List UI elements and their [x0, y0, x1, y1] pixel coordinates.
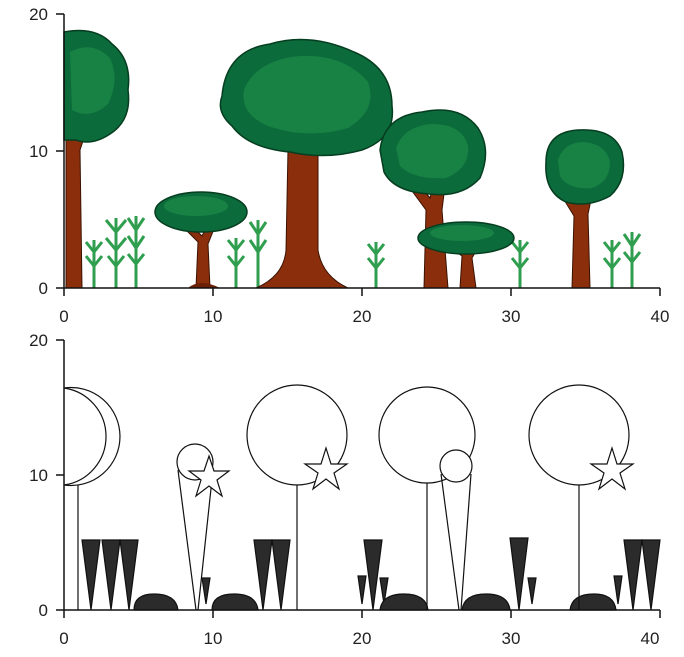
bottom-x-tick-30: 30	[502, 629, 521, 648]
tree-small-2	[417, 221, 515, 289]
tree-large-center	[219, 38, 394, 289]
top-x-tick-20: 20	[353, 307, 372, 326]
grass-tufts-top	[84, 216, 642, 288]
top-x-tick-0: 0	[59, 307, 68, 326]
schematic-shrub-4	[461, 593, 511, 611]
tree-left-edge	[63, 29, 130, 289]
bottom-x-tick-40: 40	[641, 629, 660, 648]
schematic-tree-left	[63, 386, 121, 610]
schematic-grass-group-3	[357, 539, 389, 611]
bottom-y-tick-0: 0	[39, 601, 48, 620]
schematic-grass-group-4	[509, 537, 537, 611]
schematic-shrub-1	[133, 593, 179, 611]
schematic-tree-large-right-1	[378, 386, 476, 610]
bottom-axes	[56, 339, 661, 618]
schematic-tree-small-1	[176, 443, 231, 611]
bottom-y-tick-20: 20	[29, 331, 48, 350]
top-axes	[56, 13, 661, 296]
schematic-grass-group-2	[253, 539, 291, 611]
bottom-x-tick-0: 0	[59, 629, 68, 648]
schematic-shrub-5	[569, 593, 617, 611]
star-icon	[303, 445, 349, 491]
top-x-tick-10: 10	[204, 307, 223, 326]
tree-right-2	[545, 129, 625, 289]
top-y-tick-10: 10	[29, 142, 48, 161]
schematic-tree-large-right-2	[528, 384, 635, 610]
schematic-shrub-3	[379, 593, 429, 611]
schematic-tree-large-center	[246, 384, 349, 610]
schematic-shrub-2	[211, 593, 259, 611]
schematic-tree-small-2	[439, 449, 473, 611]
bottom-y-tick-10: 10	[29, 466, 48, 485]
schematic-grass-group-1	[81, 539, 139, 611]
top-y-tick-0: 0	[39, 279, 48, 298]
bottom-panel	[56, 339, 661, 618]
schematic-grass-group-5	[613, 539, 661, 611]
top-panel: 20 10 0 0 10 20 30 40	[29, 5, 669, 326]
bottom-x-tick-10: 10	[204, 629, 223, 648]
star-icon	[187, 454, 231, 498]
top-y-tick-20: 20	[29, 5, 48, 24]
top-x-tick-40: 40	[651, 307, 670, 326]
tree-small-1	[154, 191, 248, 289]
star-icon	[589, 445, 635, 491]
bottom-x-tick-20: 20	[353, 629, 372, 648]
tree-right-1	[379, 109, 487, 289]
top-x-tick-30: 30	[502, 307, 521, 326]
